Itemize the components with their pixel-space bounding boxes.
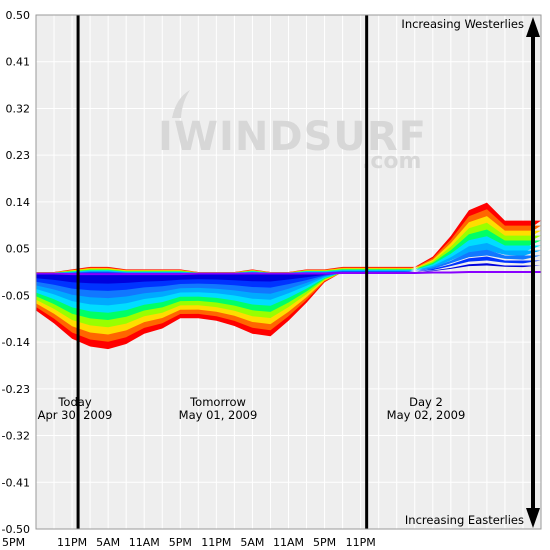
- direction-arrow: [526, 17, 540, 528]
- watermark-swoosh: [172, 90, 190, 118]
- arrow-label-top: Increasing Westerlies: [401, 17, 524, 31]
- day-label-name: Tomorrow: [189, 395, 246, 409]
- day-label-date: May 02, 2009: [387, 408, 466, 422]
- y-tick-label: 0.05: [6, 243, 31, 256]
- x-tick-label: 5AM: [240, 536, 264, 549]
- y-tick-label: -0.23: [2, 383, 30, 396]
- y-tick-label: -0.05: [2, 289, 30, 302]
- x-tick-label: 5PM: [169, 536, 192, 549]
- x-tick-label: 5PM: [2, 536, 25, 549]
- y-axis-ticks: 0.50 0.41 0.32 0.23 0.14 0.05 -0.05 -0.14 -0.23 -…: [2, 9, 30, 536]
- y-tick-label: 0.32: [6, 102, 31, 115]
- arrow-up-icon: [526, 17, 540, 37]
- day-dividers: [76, 15, 369, 529]
- day-label-date: Apr 30, 2009: [38, 408, 113, 422]
- y-tick-label: 0.23: [6, 149, 31, 162]
- x-axis-ticks: 5PM 11PM 5AM 11AM 5PM 11PM 5AM 11AM 5PM 11PM: [2, 536, 376, 549]
- y-tick-label: 0.41: [6, 56, 31, 69]
- y-tick-label: -0.50: [2, 523, 30, 536]
- y-tick-label: -0.32: [2, 430, 30, 443]
- watermark-text: IWINDSURF: [158, 114, 427, 160]
- day-label-date: May 01, 2009: [179, 408, 258, 422]
- x-tick-label: 11AM: [129, 536, 160, 549]
- wind-bands: [36, 202, 541, 350]
- plot-border: [35, 14, 542, 530]
- watermark-domain: .com: [362, 149, 421, 174]
- y-tick-label: -0.14: [2, 336, 30, 349]
- x-tick-label: 11PM: [201, 536, 231, 549]
- watermark: IWINDSURF .com: [158, 90, 427, 174]
- day-label-name: Today: [57, 395, 91, 409]
- y-tick-label: 0.14: [6, 196, 31, 209]
- arrow-down-icon: [526, 508, 540, 528]
- y-tick-label: 0.50: [6, 9, 31, 22]
- center-line: [36, 271, 541, 276]
- x-tick-label: 11AM: [273, 536, 304, 549]
- x-tick-label: 5AM: [96, 536, 120, 549]
- x-tick-label: 5PM: [313, 536, 336, 549]
- day-label-name: Day 2: [409, 395, 443, 409]
- x-tick-label: 11PM: [346, 536, 376, 549]
- x-tick-label: 11PM: [57, 536, 87, 549]
- arrow-label-bottom: Increasing Easterlies: [405, 513, 524, 527]
- y-tick-label: -0.41: [2, 476, 30, 489]
